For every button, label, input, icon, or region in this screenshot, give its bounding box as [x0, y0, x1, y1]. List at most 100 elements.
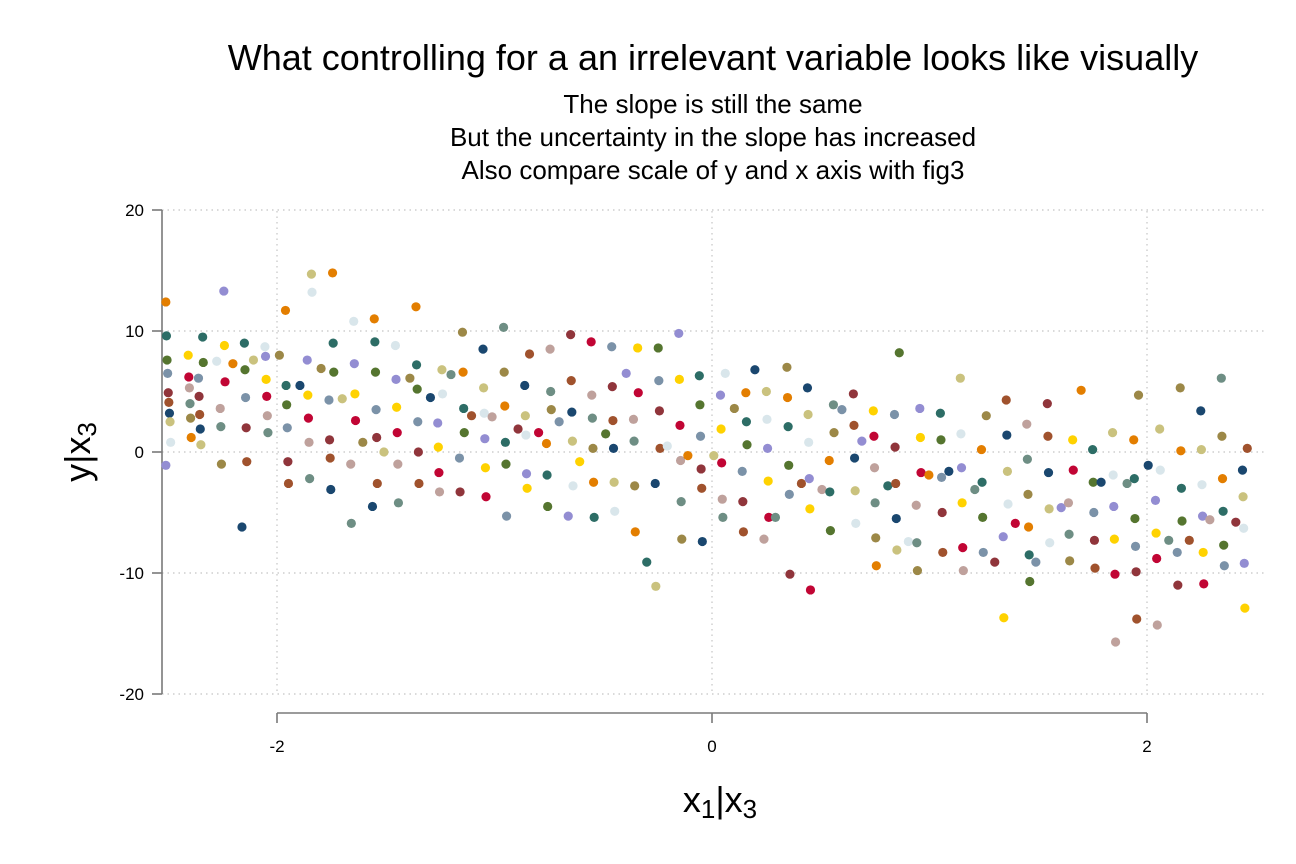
data-point	[1065, 556, 1075, 566]
data-point	[1107, 428, 1118, 438]
data-point	[183, 350, 193, 360]
data-point	[369, 314, 379, 324]
data-point	[260, 342, 270, 352]
data-point	[262, 411, 272, 421]
y-axis-label-sub: 3	[72, 422, 102, 436]
data-point	[303, 390, 313, 400]
data-point	[675, 455, 686, 466]
data-point	[1110, 569, 1120, 579]
data-point	[1238, 492, 1248, 502]
data-point	[392, 402, 402, 412]
data-point	[607, 382, 617, 392]
data-point	[628, 414, 639, 424]
data-point	[655, 443, 665, 453]
data-point	[970, 484, 980, 495]
data-point	[480, 434, 490, 444]
data-point	[567, 436, 578, 446]
data-point	[545, 344, 555, 354]
data-point	[588, 477, 599, 487]
data-point	[546, 386, 556, 397]
data-point	[738, 527, 749, 537]
data-point	[379, 447, 389, 457]
data-point	[1176, 483, 1187, 493]
x-axis-label: x1|x3	[683, 779, 757, 824]
data-point	[956, 463, 967, 473]
data-point	[411, 302, 421, 312]
data-point	[1197, 511, 1208, 521]
y-tick-label: 10	[125, 322, 144, 341]
data-point	[629, 436, 639, 446]
data-point	[521, 430, 531, 440]
data-point	[281, 380, 291, 391]
data-point	[1090, 563, 1100, 573]
y-tick-label: -20	[119, 685, 144, 704]
data-point	[936, 472, 947, 483]
data-point	[1217, 474, 1228, 484]
data-point	[302, 355, 312, 365]
data-point	[411, 360, 422, 370]
data-point	[1239, 558, 1249, 568]
data-point	[944, 466, 954, 476]
data-point	[1088, 477, 1098, 487]
data-point	[433, 442, 443, 452]
data-point	[869, 431, 879, 441]
data-point	[194, 391, 204, 401]
data-points	[161, 268, 1252, 647]
data-point	[924, 470, 934, 480]
data-point	[283, 478, 294, 489]
data-point	[1151, 528, 1161, 538]
data-point	[824, 455, 834, 466]
data-point	[977, 477, 987, 487]
data-point	[837, 405, 847, 415]
data-point	[481, 492, 491, 502]
data-point	[165, 417, 175, 427]
data-point	[849, 420, 859, 430]
data-point	[325, 453, 335, 463]
data-point	[307, 287, 317, 297]
data-point	[305, 474, 315, 484]
data-point	[466, 411, 477, 421]
data-point	[186, 413, 196, 423]
data-point	[1068, 435, 1078, 445]
data-point	[1064, 529, 1074, 539]
data-point	[1109, 501, 1119, 512]
data-point	[349, 359, 359, 369]
data-point	[367, 501, 378, 512]
data-point	[1218, 506, 1228, 516]
data-point	[350, 415, 361, 426]
data-point	[1023, 522, 1034, 532]
data-point	[869, 463, 880, 473]
data-point	[282, 400, 292, 410]
data-point	[306, 269, 317, 279]
x-tick-label: 0	[707, 737, 716, 756]
data-point	[1130, 541, 1141, 551]
data-point	[851, 518, 861, 528]
data-point	[697, 536, 707, 547]
data-point	[1133, 390, 1144, 400]
data-point	[337, 394, 347, 404]
data-point	[829, 428, 839, 438]
data-point	[935, 408, 945, 418]
chart-subtitle-line-2: But the uncertainty in the slope has inc…	[450, 122, 976, 152]
data-point	[1056, 503, 1066, 513]
data-point	[871, 561, 881, 571]
data-point	[630, 527, 640, 537]
data-point	[1002, 466, 1013, 476]
data-point	[903, 536, 913, 547]
data-point	[1088, 444, 1098, 455]
data-point	[1063, 498, 1074, 508]
data-point	[393, 459, 403, 469]
data-point	[957, 498, 967, 508]
data-point	[1177, 516, 1187, 526]
data-point	[459, 403, 469, 414]
data-point	[437, 389, 448, 399]
data-point	[729, 403, 739, 414]
data-point	[697, 483, 707, 493]
data-point	[240, 392, 251, 403]
x-tick-label: -2	[269, 737, 284, 756]
data-point	[958, 542, 968, 553]
data-point	[891, 478, 901, 489]
data-point	[750, 365, 760, 375]
data-point	[1143, 460, 1153, 470]
